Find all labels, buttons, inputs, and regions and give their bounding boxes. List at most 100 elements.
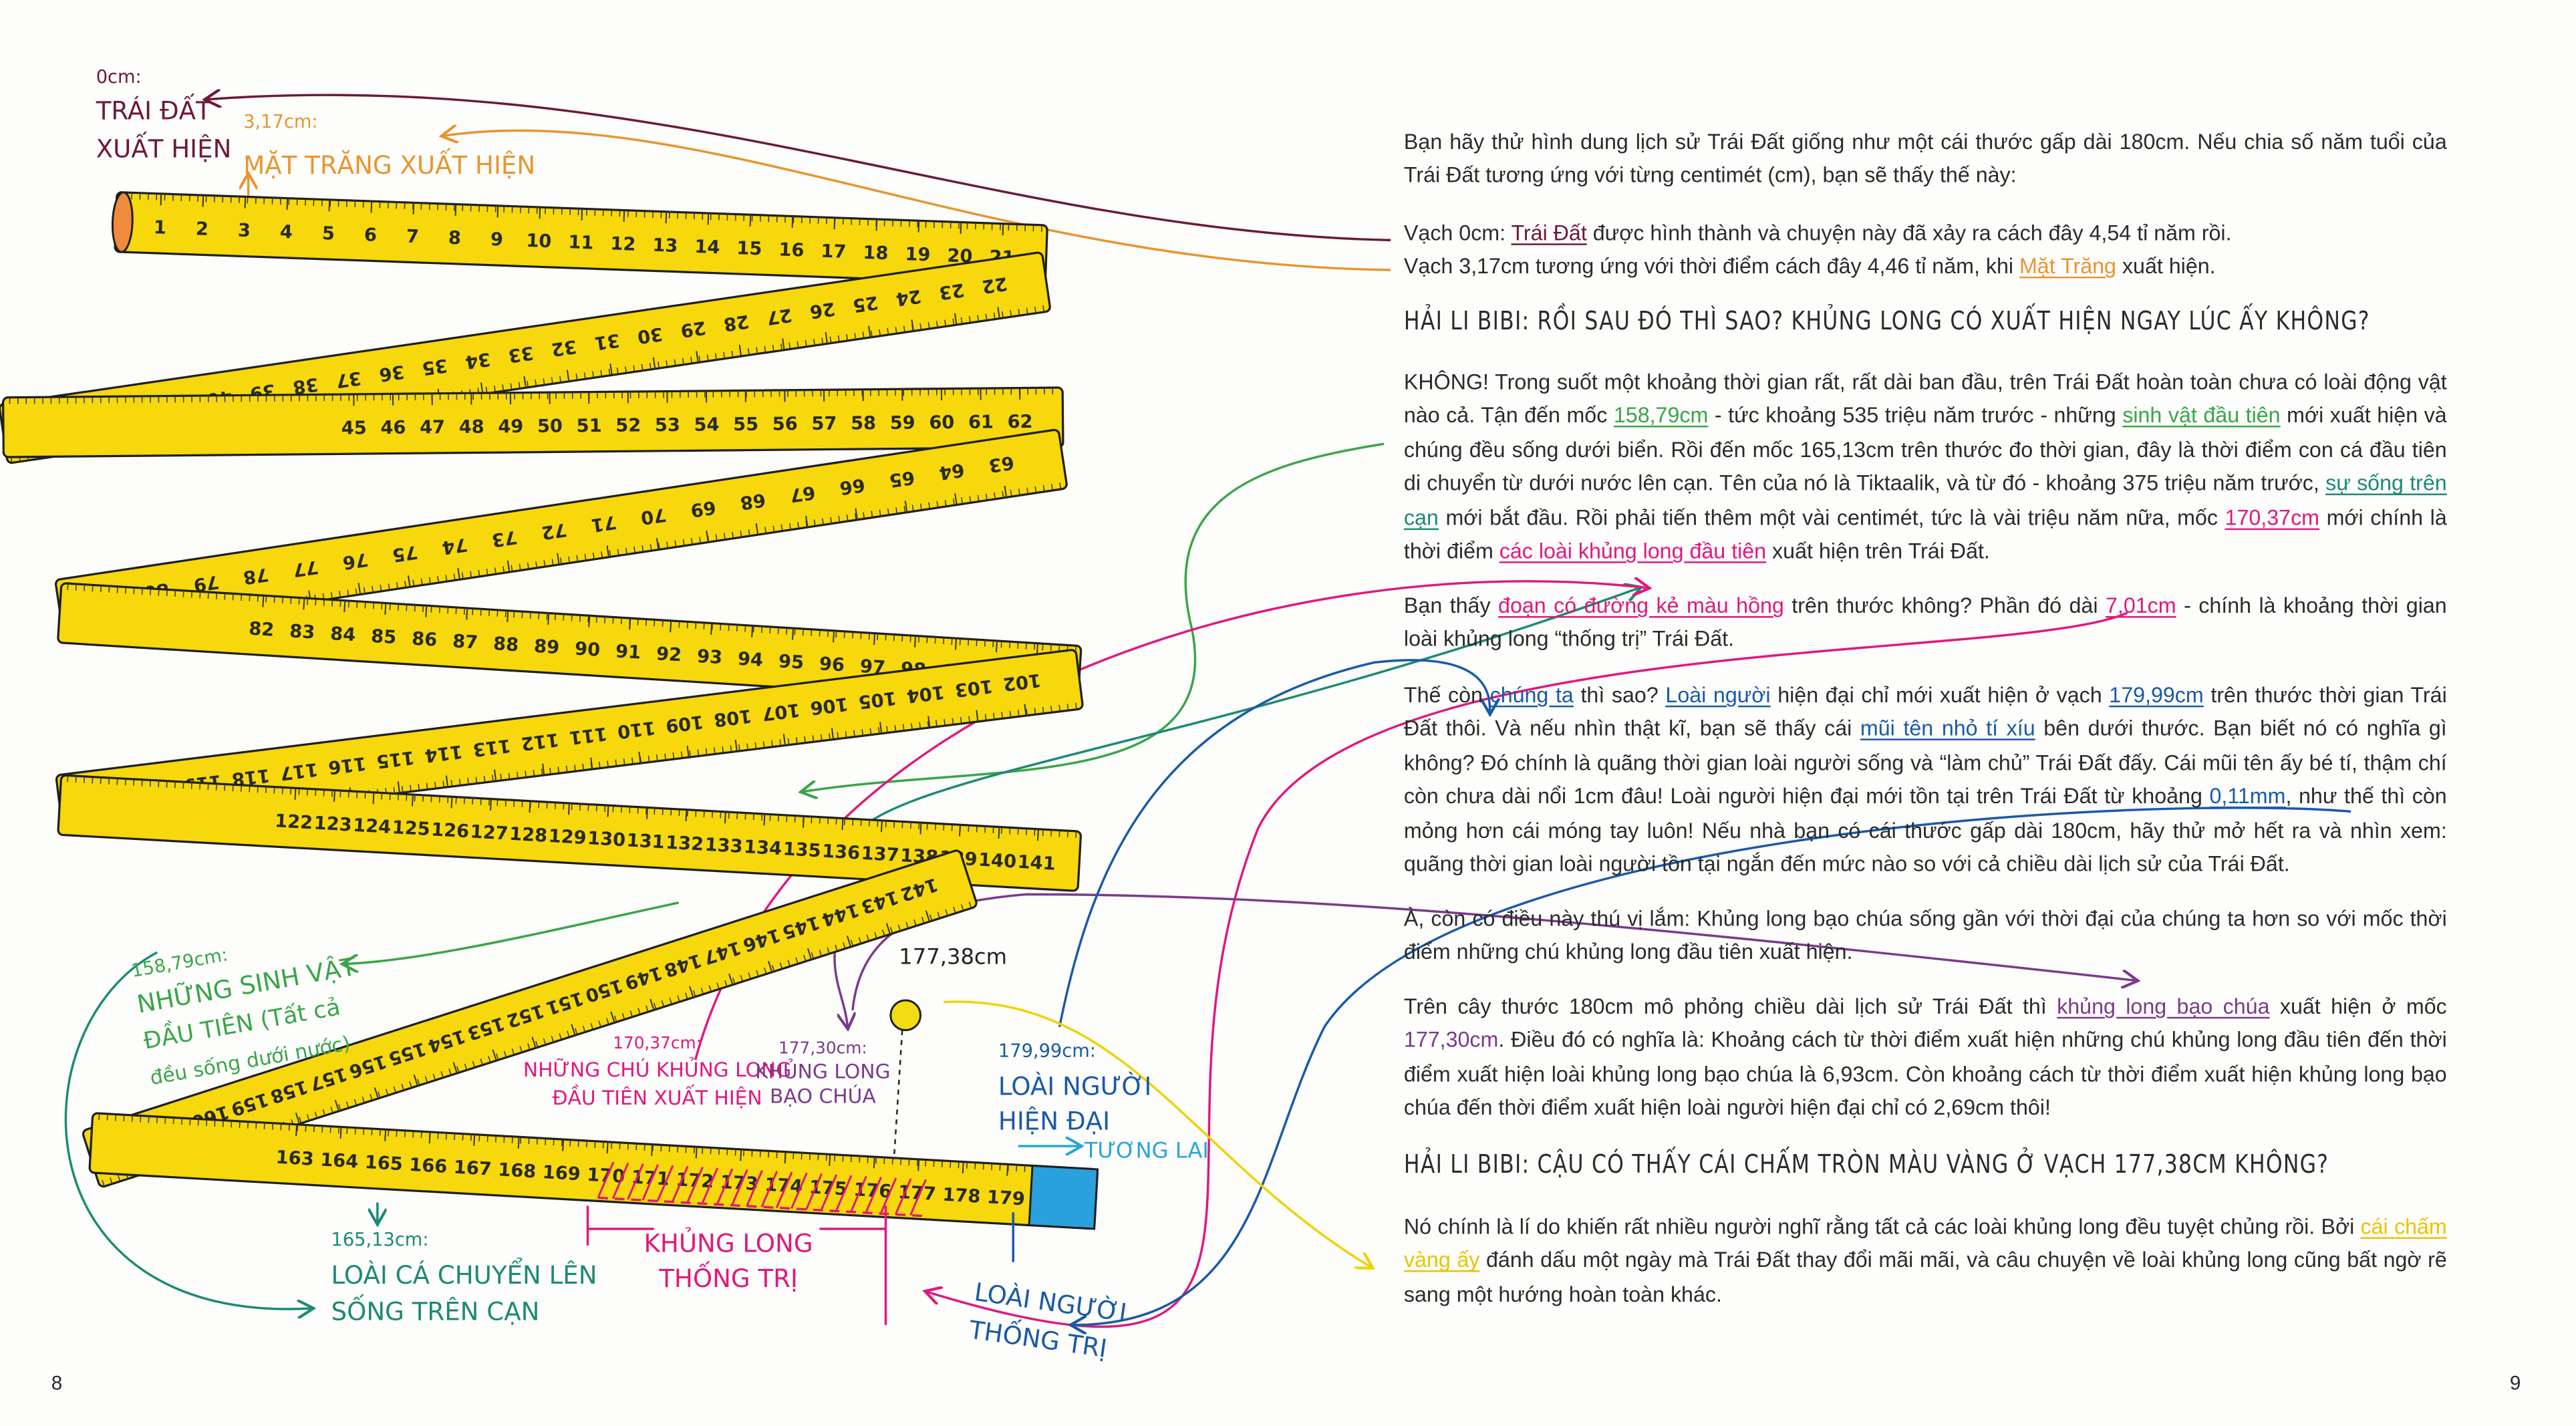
ruler-tick (555, 802, 557, 809)
ruler-tick (968, 901, 972, 909)
ruler-tick (496, 609, 498, 617)
ruler-tick (598, 761, 601, 768)
ruler-tick (92, 776, 94, 784)
ruler-number: 37 (335, 367, 363, 391)
annotation-line: NHỮNG CHÚ KHỦNG LONG (523, 1055, 791, 1082)
ruler-tick (100, 777, 102, 785)
ruler-tick (500, 773, 503, 780)
highlight: Mặt Trăng (2019, 253, 2116, 279)
ruler-tick (452, 1062, 458, 1074)
ruler-tick (492, 1049, 497, 1061)
ruler-tick (901, 821, 903, 829)
ruler-tick (294, 788, 297, 800)
ruler-tick (895, 327, 897, 334)
ruler-number: 32 (550, 335, 578, 360)
ruler-number: 26 (809, 298, 837, 322)
ruler-number: 25 (851, 291, 879, 315)
ruler-future-end (1028, 1164, 1099, 1230)
ruler-tick (575, 374, 578, 381)
ruler-tick (936, 720, 938, 727)
ruler-tick (461, 572, 464, 579)
ruler-tick (941, 1160, 943, 1167)
ruler-tick (420, 578, 423, 585)
ruler-tick (322, 1109, 325, 1116)
ruler-tick (870, 330, 873, 337)
dominance-hatch (671, 1165, 689, 1203)
ruler-tick (793, 1152, 795, 1159)
ruler-tick (543, 560, 546, 567)
ruler-number: 69 (689, 496, 717, 521)
annotation-line: 179,99cm: (998, 1040, 1096, 1061)
ruler-tick (960, 222, 962, 234)
highlight: Loài người (1665, 682, 1771, 708)
ruler-tick (288, 1124, 290, 1131)
ruler-number: 107 (761, 699, 801, 724)
ruler-tick (1018, 488, 1020, 496)
ruler-number: 91 (615, 641, 641, 663)
ruler-tick (809, 1153, 811, 1160)
ruler-tick (627, 1143, 629, 1150)
ruler-tick (660, 1145, 662, 1152)
highlight: 0,11mm (2209, 783, 2286, 809)
highlight: Trái Đất (1511, 220, 1587, 245)
highlight: các loài khủng long đầu tiên (1499, 538, 1767, 563)
ruler-tick (726, 1148, 728, 1155)
ruler-number: 92 (656, 644, 682, 666)
ruler-tick (712, 811, 714, 818)
ruler-tick (637, 1008, 641, 1015)
ruler-tick (768, 1151, 770, 1158)
ruler-tick (1026, 828, 1028, 835)
ruler-tick (944, 499, 947, 507)
ruler-tick (1050, 829, 1052, 837)
ruler-tick (953, 907, 956, 913)
annotation-line: 177,30cm: (778, 1038, 867, 1057)
annotation-line: MẶT TRĂNG XUẤT HIỆN (243, 148, 535, 180)
text-run: À, còn có điều này thú vị lắm: Khủng lon… (1403, 905, 2447, 965)
ruler-tick (925, 1159, 927, 1167)
ruler-tick (779, 962, 783, 970)
dominance-hatch (791, 1172, 808, 1209)
ruler-tick (551, 1036, 555, 1042)
ruler-tick (330, 1107, 333, 1113)
ruler-tick (732, 531, 734, 539)
ruler-tick (551, 377, 553, 384)
ruler-tick (1042, 829, 1044, 837)
ruler-tick (1024, 1165, 1026, 1172)
ruler-number: 89 (533, 636, 560, 658)
ruler-tick (483, 776, 486, 783)
ruler-tick (976, 639, 978, 647)
annotation-line: THỐNG TRỊ (658, 1261, 798, 1293)
paragraph: Bạn hãy thử hình dung lịch sử Trái Đất g… (1404, 126, 2447, 193)
ruler-tick (945, 909, 948, 916)
ruler-tick (409, 1081, 412, 1089)
ruler-tick (615, 759, 617, 766)
ruler-tick (535, 1040, 539, 1048)
ruler-tick (637, 807, 639, 814)
ruler-tick (315, 789, 317, 796)
ruler-tick (339, 600, 341, 607)
ruler-tick (117, 1175, 121, 1182)
ruler-tick (503, 566, 505, 573)
ruler-tick (954, 313, 958, 325)
ruler-number: 95 (778, 651, 805, 673)
ruler-tick (950, 1161, 952, 1168)
dominance-hatch (656, 1165, 674, 1201)
ruler-tick (617, 549, 619, 556)
ruler-tick (339, 591, 341, 598)
ruler-tick (819, 950, 823, 957)
ruler-number: 83 (289, 621, 315, 643)
ruler-tick (609, 364, 613, 376)
ruler-tick (384, 603, 387, 615)
ruler-tick (995, 640, 998, 653)
ruler-tick (1024, 704, 1027, 716)
ruler-tick (861, 729, 864, 736)
ruler-tick (1042, 484, 1045, 492)
ruler-tick (873, 1157, 875, 1169)
ruler-tick (682, 358, 684, 365)
ruler-number: 5 (321, 223, 335, 245)
ruler-tick (575, 1028, 578, 1035)
ruler-number: 51 (577, 416, 602, 436)
ruler-tick (784, 1151, 786, 1164)
ruler-tick (611, 1142, 613, 1149)
ruler-tick (648, 755, 650, 762)
